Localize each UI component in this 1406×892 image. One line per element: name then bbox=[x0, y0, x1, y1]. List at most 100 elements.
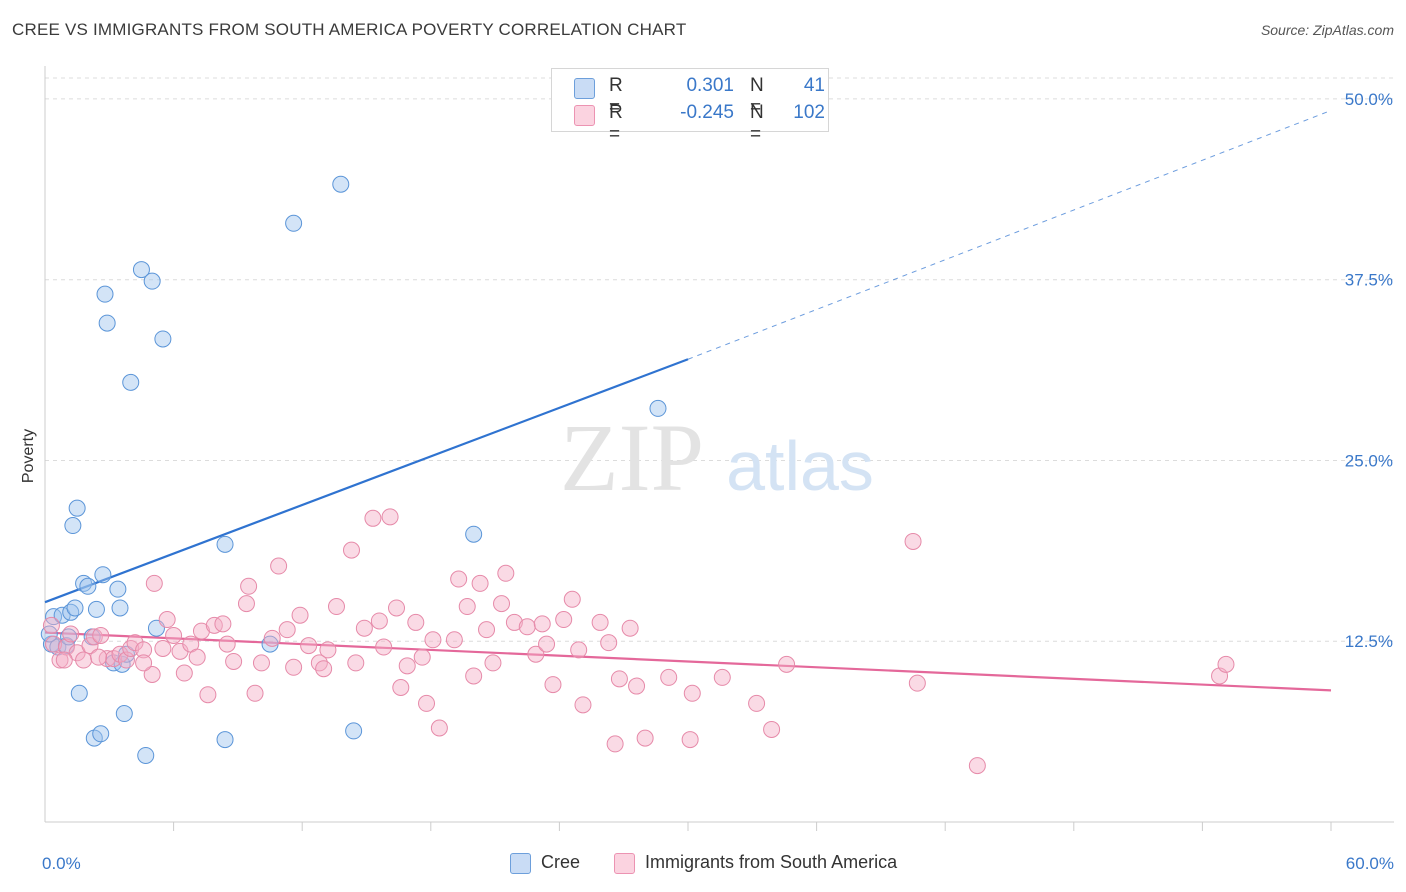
immigrants-point bbox=[681, 731, 699, 749]
cree-point bbox=[66, 599, 84, 617]
legend-n-value: 41 bbox=[803, 75, 825, 96]
bottom-legend-label: Cree bbox=[541, 852, 581, 872]
data-points bbox=[40, 175, 1235, 775]
immigrants-point bbox=[218, 635, 236, 653]
cree-point bbox=[94, 566, 112, 584]
immigrants-point bbox=[327, 598, 345, 616]
cree-point bbox=[137, 746, 155, 764]
cree-point bbox=[64, 517, 82, 535]
immigrants-point bbox=[55, 651, 73, 669]
cree-point bbox=[111, 599, 129, 617]
immigrants-point bbox=[188, 648, 206, 666]
cree-point bbox=[216, 535, 234, 553]
immigrants-point bbox=[555, 611, 573, 629]
watermark-atlas: atlas bbox=[726, 427, 874, 505]
immigrants-point bbox=[778, 655, 796, 673]
immigrants-point bbox=[574, 696, 592, 714]
immigrants-point bbox=[291, 606, 309, 624]
immigrants-point bbox=[111, 645, 129, 663]
immigrants-point bbox=[143, 665, 161, 683]
immigrants-point bbox=[418, 694, 436, 712]
immigrants-point bbox=[392, 679, 410, 697]
immigrants-point bbox=[199, 686, 217, 704]
immigrants-point bbox=[484, 654, 502, 672]
immigrants-point bbox=[85, 628, 103, 646]
y-tick-label: 50.0% bbox=[1345, 90, 1393, 109]
cree-point bbox=[122, 373, 140, 391]
immigrants-point bbox=[606, 735, 624, 753]
immigrants-point bbox=[240, 577, 258, 595]
immigrants-point bbox=[563, 590, 581, 608]
cree-point bbox=[649, 399, 667, 417]
immigrants-point bbox=[600, 634, 618, 652]
cree-point bbox=[332, 175, 350, 193]
watermark-zip: ZIP bbox=[560, 404, 704, 511]
legend-r-value: -0.245 bbox=[680, 102, 734, 123]
immigrants-point bbox=[621, 619, 639, 637]
immigrants-point bbox=[355, 619, 373, 637]
y-tick-label: 12.5% bbox=[1345, 632, 1393, 651]
immigrants-point bbox=[628, 677, 646, 695]
legend-n-label: N = bbox=[750, 75, 764, 118]
legend-r-value: 0.301 bbox=[686, 75, 734, 96]
immigrants-point bbox=[430, 719, 448, 737]
watermark: ZIP atlas bbox=[560, 404, 874, 511]
immigrants-point bbox=[270, 557, 288, 575]
immigrants-point bbox=[285, 658, 303, 676]
cree-point bbox=[115, 705, 133, 723]
correlation-legend: R = 0.301 N = 41 R = -0.245 N = 102 bbox=[551, 68, 829, 145]
immigrants-point bbox=[763, 720, 781, 738]
cree-point bbox=[285, 214, 303, 232]
immigrants-point bbox=[538, 635, 556, 653]
immigrants-point bbox=[92, 626, 110, 644]
immigrants-point bbox=[533, 615, 551, 633]
immigrants-point bbox=[904, 532, 922, 550]
y-tick-label: 37.5% bbox=[1345, 271, 1393, 290]
immigrants-point bbox=[527, 645, 545, 663]
immigrants-point bbox=[214, 615, 232, 633]
cree-point bbox=[143, 272, 161, 290]
immigrants-point bbox=[505, 613, 523, 631]
x-tick-label: 0.0% bbox=[42, 854, 81, 873]
immigrants-point bbox=[713, 668, 731, 686]
bottom-legend-label: Immigrants from South America bbox=[645, 852, 898, 872]
cree-point bbox=[96, 285, 114, 303]
cree-point bbox=[154, 330, 172, 348]
immigrants-point bbox=[413, 648, 431, 666]
immigrants-point bbox=[300, 637, 318, 655]
immigrants-point bbox=[158, 611, 176, 629]
cree-trend-extension bbox=[687, 110, 1332, 360]
immigrants-point bbox=[660, 668, 678, 686]
immigrants-point bbox=[135, 641, 153, 659]
immigrants-point bbox=[154, 639, 172, 657]
legend-swatch-cree bbox=[574, 78, 595, 99]
bottom-legend-swatch-cree bbox=[510, 853, 531, 874]
immigrants-point bbox=[90, 648, 108, 666]
immigrants-point bbox=[62, 625, 80, 643]
immigrants-point bbox=[347, 654, 365, 672]
legend-swatch-immigrants bbox=[574, 105, 595, 126]
immigrants-point bbox=[407, 613, 425, 631]
cree-point bbox=[109, 580, 127, 598]
bottom-legend-swatch-immigrants bbox=[614, 853, 635, 874]
x-tick-label: 60.0% bbox=[1346, 854, 1394, 873]
immigrants-point bbox=[375, 638, 393, 656]
cree-point bbox=[70, 684, 88, 702]
immigrants-point bbox=[381, 508, 399, 526]
immigrants-point bbox=[135, 654, 153, 672]
immigrants-point bbox=[45, 635, 63, 653]
immigrants-point bbox=[388, 599, 406, 617]
immigrants-point bbox=[237, 595, 255, 613]
immigrants-point bbox=[42, 616, 60, 634]
tick-labels: 12.5% 25.0% 37.5% 50.0% 0.0% 60.0% bbox=[42, 90, 1394, 873]
immigrants-point bbox=[570, 641, 588, 659]
immigrants-point bbox=[968, 757, 986, 775]
immigrants-point bbox=[636, 729, 654, 747]
immigrants-point bbox=[263, 629, 281, 647]
immigrants-point bbox=[471, 574, 489, 592]
cree-point bbox=[132, 261, 150, 279]
immigrants-point bbox=[364, 509, 382, 527]
legend-r-label: R = bbox=[609, 75, 623, 118]
immigrants-point bbox=[145, 574, 163, 592]
